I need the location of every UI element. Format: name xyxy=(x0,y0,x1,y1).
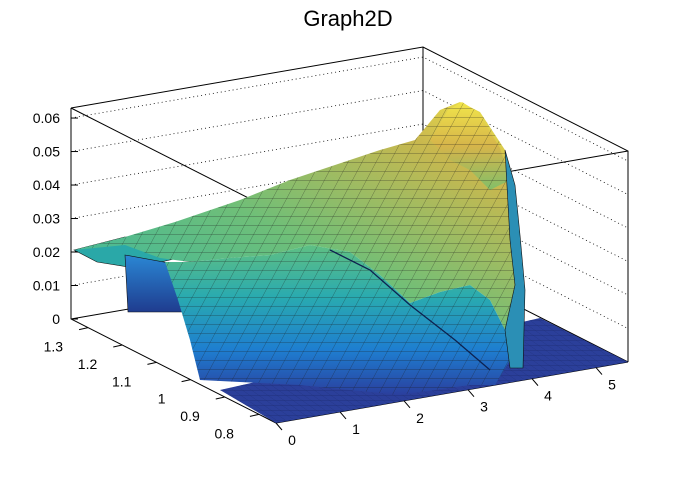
z-tick-label: 0.03 xyxy=(33,211,60,227)
x-tick-label: 4 xyxy=(544,388,552,404)
x-tick-mark xyxy=(275,422,283,431)
y-tick-label: 1 xyxy=(158,391,166,407)
z-tick-label: 0.06 xyxy=(33,110,60,126)
y-tick-label: 0.8 xyxy=(214,425,234,441)
chart-title: Graph2D xyxy=(303,6,392,31)
x-axis-ticks: 0 1 2 3 4 5 xyxy=(275,367,616,448)
y-tick-label: 0.9 xyxy=(180,408,200,424)
x-tick-mark xyxy=(403,400,411,409)
z-tick-label: 0.05 xyxy=(33,144,60,160)
x-tick-mark xyxy=(339,411,347,420)
z-tick-label: 0.04 xyxy=(33,177,60,193)
z-tick-label: 0.01 xyxy=(33,278,60,294)
y-tick-mark xyxy=(147,361,157,365)
surface-valley-ridge xyxy=(329,249,491,371)
y-tick-mark xyxy=(215,396,225,400)
x-tick-label: 0 xyxy=(288,432,296,448)
z-tick-label: 0 xyxy=(52,311,60,327)
z-tick-label: 0.02 xyxy=(33,244,60,260)
x-tick-label: 3 xyxy=(480,399,488,415)
surface-peak-mesh xyxy=(430,102,510,190)
y-tick-mark xyxy=(113,344,123,348)
surface-top-mesh xyxy=(74,102,520,330)
y-tick-mark xyxy=(249,413,260,417)
y-tick-mark xyxy=(181,379,191,383)
x-tick-label: 1 xyxy=(352,421,360,437)
y-axis-ticks: 0.8 0.9 1 1.1 1.2 1.3 xyxy=(44,327,260,441)
y-tick-label: 1.2 xyxy=(78,356,98,372)
y-tick-label: 1.3 xyxy=(44,339,64,355)
z-axis-ticks: 0 0.01 0.02 0.03 0.04 0.05 0.06 xyxy=(33,110,78,327)
x-tick-label: 5 xyxy=(608,377,616,393)
x-tick-mark xyxy=(531,378,539,386)
x-tick-label: 2 xyxy=(416,410,424,426)
surface-front-mesh xyxy=(165,245,510,395)
y-tick-mark xyxy=(78,327,89,331)
x-tick-mark xyxy=(595,367,603,375)
x-tick-mark xyxy=(467,389,475,398)
y-tick-label: 1.1 xyxy=(112,373,132,389)
surface-right-drop xyxy=(504,149,526,369)
